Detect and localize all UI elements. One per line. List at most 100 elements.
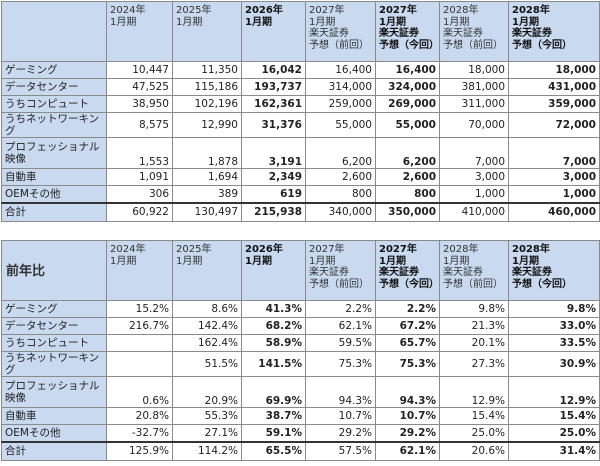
row-label: ゲーミング [1,300,107,318]
column-header-line: 楽天証券 [512,28,552,39]
table-cell: 2,349 [241,168,306,187]
table-row: うちコンピュート 38,950 102,196 162,361 259,000 269,0… [1,95,600,113]
column-header-line: 楽天証券 [443,28,483,39]
column-header: 2028年 1月期 楽天証券 予想（前回） [439,240,509,301]
column-header-line: 2028年 [512,5,550,16]
table-cell: 94.3% [305,376,376,409]
column-header-line: 予想（前回） [309,39,369,51]
column-header-line: 2024年 [110,244,146,255]
table-cell: 41.3% [241,300,306,318]
table-cell: 11,350 [172,61,242,79]
yoy-growth-table: 前年比 2024年 1月期 2025年 1月期 2026年 1月期 2027年 1月期 楽天証券予… [1,240,600,462]
table-cell: 269,000 [375,95,440,113]
column-header-line: 予想（今回） [512,39,572,51]
row-label: 合計 [1,201,107,223]
column-header-line: 楽天証券 [512,267,552,278]
table-cell: 8,575 [106,111,173,139]
table-cell: 6,200 [305,137,376,170]
table-cell: 27.1% [172,424,242,443]
table-cell: 410,000 [439,201,509,223]
table-cell: 94.3% [375,376,440,409]
table-cell: 10.7% [375,407,440,426]
table-cell: 21.3% [439,317,509,335]
table-row: OEMその他 306 389 619 800 800 1,000 1,000 [1,185,600,204]
table-cell: 10.7% [305,407,376,426]
column-header-line: 2027年 [379,5,417,16]
table-cell: 72,000 [508,111,600,139]
table-cell: 381,000 [439,78,509,96]
table-row: うちネットワーキング 51.5% 141.5% 75.3% 75.3% 27.3% 30.9… [1,350,600,378]
table-cell: 20.1% [439,334,509,352]
column-header-line: 2025年 [176,244,212,255]
table-cell: 389 [172,185,242,204]
table-cell: 47,525 [106,78,173,96]
table-cell: 70,000 [439,111,509,139]
table-cell: 15.2% [106,300,173,318]
column-header-line: 1月期 [379,16,406,28]
table-cell: 311,000 [439,95,509,113]
row-label: うちコンピュート [1,95,107,113]
table-cell: 130,497 [172,201,242,223]
table-cell: 16,400 [375,61,440,79]
row-label: データセンター [1,317,107,335]
column-header: 2024年 1月期 [106,240,173,301]
table-cell: 102,196 [172,95,242,113]
table-cell: 12,990 [172,111,242,139]
table-cell: 7,000 [439,137,509,170]
table-cell: 69.9% [241,376,306,409]
header-row: 2024年 1月期 2025年 1月期 2026年 1月期 2027年 1月期 楽天証券 予想（前… [1,1,600,62]
table-cell: 29.2% [305,424,376,443]
table-cell: 324,000 [375,78,440,96]
row-label: プロフェッショナル映像 [1,376,107,409]
row-label: OEMその他 [1,185,107,204]
table-cell: 58.9% [241,334,306,352]
table-corner-label [1,1,107,62]
column-header-line: 楽天証券 [309,267,349,278]
table-cell: 20.8% [106,407,173,426]
column-header: 2027年 1月期 楽天証券 予想（今回） [375,1,440,62]
table-cell: 38.7% [241,407,306,426]
table-cell: 27.3% [439,350,509,378]
row-label: うちネットワーキング [1,111,107,139]
row-label: 自動車 [1,407,107,426]
table-cell: 16,042 [241,61,306,79]
table-cell: 75.3% [375,350,440,378]
table-cell: 1,000 [508,185,600,204]
column-header-line: 1月期 [379,255,406,267]
column-header: 2028年 1月期 楽天証券 予想（今回） [508,1,600,62]
column-header-line: 2027年 [309,5,345,16]
table-cell: 619 [241,185,306,204]
table-cell: 1,694 [172,168,242,187]
table-cell: 314,000 [305,78,376,96]
table-cell: 125.9% [106,440,173,462]
table-cell: 31.4% [508,440,600,462]
table-cell: 8.6% [172,300,242,318]
column-header-line: 1月期 [309,255,336,267]
table-cell: 431,000 [508,78,600,96]
column-header-line: 1月期 [512,16,539,28]
table-cell: 359,000 [508,95,600,113]
table-cell: 7,000 [508,137,600,170]
table-cell: 57.5% [305,440,376,462]
table-cell: 33.5% [508,334,600,352]
table-cell: 2.2% [375,300,440,318]
table-cell: 60,922 [106,201,173,223]
column-header-line: 予想（今回） [512,278,572,290]
table-cell: 25.0% [508,424,600,443]
table-row: 自動車 1,091 1,694 2,349 2,600 2,600 3,000 3,000 [1,168,600,187]
table-cell: 350,000 [375,201,440,223]
column-header-line: 1月期 [110,255,137,267]
table-cell: 55.3% [172,407,242,426]
table-cell: -32.7% [106,424,173,443]
column-header-line: 1月期 [443,255,470,267]
table-row: データセンター 47,525 115,186 193,737 314,000 324,00… [1,78,600,96]
total-row: 合計 125.9% 114.2% 65.5% 57.5% 62.1% 20.6% 31.4% [1,440,600,462]
table-cell: 114.2% [172,440,242,462]
column-header-line: 2028年 [512,244,550,255]
table-cell: 33.0% [508,317,600,335]
column-header: 2025年 1月期 [172,1,242,62]
column-header-line: 2025年 [176,5,212,16]
table-row: ゲーミング 10,447 11,350 16,042 16,400 16,400 18,00… [1,61,600,79]
column-header: 2028年 1月期 楽天証券 予想（前回） [439,1,509,62]
table-cell: 800 [375,185,440,204]
